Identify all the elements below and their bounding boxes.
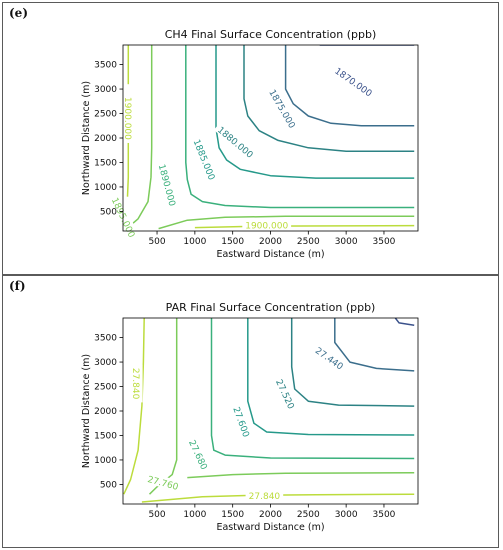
y-axis-label: Northward Distance (m) bbox=[81, 81, 92, 195]
y-tick-label: 2500 bbox=[94, 110, 117, 120]
y-tick-label: 1500 bbox=[94, 431, 117, 441]
y-tick-label: 2000 bbox=[94, 134, 117, 144]
contour-line bbox=[194, 224, 415, 229]
x-tick-label: 500 bbox=[148, 237, 165, 247]
x-tick-label: 2000 bbox=[259, 510, 282, 520]
contour-line bbox=[284, 45, 415, 127]
y-tick-label: 500 bbox=[100, 480, 117, 490]
contour-label: 1880.000 bbox=[215, 125, 255, 160]
chart-title: CH4 Final Surface Concentration (ppb) bbox=[165, 28, 377, 41]
y-tick-label: 1000 bbox=[94, 456, 117, 466]
chart-title: PAR Final Surface Concentration (ppb) bbox=[166, 301, 376, 314]
contour-lines bbox=[123, 318, 415, 503]
contour-label: 1900.000 bbox=[245, 222, 288, 232]
contour-label: 1885.000 bbox=[191, 138, 216, 182]
y-tick-label: 1000 bbox=[94, 183, 117, 193]
contour-label: 27.840 bbox=[130, 368, 140, 400]
panel-e: (e) CH4 Final Surface Concentration (ppb… bbox=[2, 2, 499, 275]
x-axis-label: Eastward Distance (m) bbox=[216, 249, 324, 260]
contour-line bbox=[394, 318, 415, 327]
x-tick-label: 2000 bbox=[259, 237, 282, 247]
x-axis-label: Eastward Distance (m) bbox=[216, 522, 324, 533]
x-tick-label: 1000 bbox=[183, 237, 206, 247]
contour-line bbox=[123, 318, 145, 495]
contour-label: 27.840 bbox=[249, 492, 281, 502]
x-tick-label: 3500 bbox=[373, 510, 396, 520]
x-tick-label: 1500 bbox=[221, 510, 244, 520]
contour-label: 1870.000 bbox=[332, 67, 373, 100]
y-tick-label: 3500 bbox=[94, 61, 117, 71]
panel-letter-e: (e) bbox=[9, 6, 28, 20]
panel-letter-f: (f) bbox=[9, 279, 26, 293]
y-tick-label: 1500 bbox=[94, 158, 117, 168]
x-tick-label: 500 bbox=[148, 510, 165, 520]
x-tick-label: 2500 bbox=[297, 510, 320, 520]
y-tick-label: 3500 bbox=[94, 334, 117, 344]
x-tick-label: 1500 bbox=[221, 237, 244, 247]
contour-line bbox=[187, 471, 415, 479]
y-tick-label: 500 bbox=[100, 207, 117, 217]
contour-line bbox=[185, 45, 415, 209]
x-tick-label: 1000 bbox=[183, 510, 206, 520]
contour-line bbox=[126, 45, 153, 230]
contour-line bbox=[290, 318, 415, 407]
contour-label: 1900.000 bbox=[122, 97, 132, 140]
y-axis-label: Northward Distance (m) bbox=[81, 354, 92, 468]
contour-line bbox=[247, 318, 415, 436]
par-contour-chart: PAR Final Surface Concentration (ppb) 27.… bbox=[81, 301, 419, 533]
panel-f: (f) PAR Final Surface Concentration (ppb… bbox=[2, 275, 499, 548]
y-tick-label: 3000 bbox=[94, 85, 117, 95]
y-tick-label: 2500 bbox=[94, 383, 117, 393]
contour-lines bbox=[126, 45, 415, 230]
y-tick-label: 3000 bbox=[94, 358, 117, 368]
x-tick-label: 3000 bbox=[335, 510, 358, 520]
x-tick-label: 3000 bbox=[335, 237, 358, 247]
ch4-contour-chart: CH4 Final Surface Concentration (ppb) 187… bbox=[81, 28, 419, 260]
contour-line bbox=[243, 45, 415, 152]
contour-line bbox=[148, 318, 178, 495]
x-tick-label: 3500 bbox=[373, 237, 396, 247]
contour-line bbox=[158, 215, 415, 230]
contour-line bbox=[126, 142, 130, 197]
contour-line bbox=[210, 318, 415, 460]
y-tick-label: 2000 bbox=[94, 407, 117, 417]
x-tick-label: 2500 bbox=[297, 237, 320, 247]
contour-line bbox=[334, 318, 415, 372]
plot-frame bbox=[122, 317, 419, 505]
